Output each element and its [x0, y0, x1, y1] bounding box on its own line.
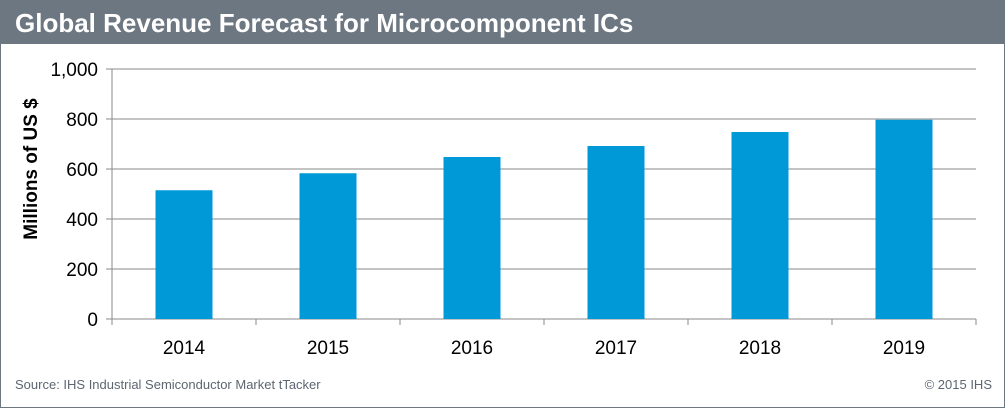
- bar-2014: [155, 190, 213, 319]
- y-tick-label: 600: [66, 160, 98, 181]
- y-tick-label: 200: [66, 260, 98, 281]
- y-tick-labels: 0 200 400 600 800 1,000: [50, 60, 98, 331]
- bars: [155, 119, 933, 319]
- y-axis-label: Millions of US $: [21, 98, 42, 240]
- chart-title: Global Revenue Forecast for Microcompone…: [15, 8, 634, 38]
- bar-2018: [731, 132, 789, 319]
- gridlines: [112, 68, 976, 270]
- x-tick-label: 2015: [307, 338, 349, 359]
- x-tick-label: 2018: [739, 338, 781, 359]
- y-tick-label: 1,000: [50, 60, 98, 81]
- y-tick-label: 0: [87, 310, 98, 331]
- copyright-note: © 2015 IHS: [924, 377, 992, 392]
- x-tick-label: 2016: [451, 338, 493, 359]
- x-tick-label: 2019: [883, 338, 925, 359]
- bar-2015: [299, 173, 357, 319]
- bar-2016: [443, 157, 501, 319]
- y-tick-label: 800: [66, 110, 98, 131]
- source-note: Source: IHS Industrial Semiconductor Mar…: [15, 377, 321, 392]
- x-tick-label: 2014: [163, 338, 206, 359]
- x-tick-label: 2017: [595, 338, 637, 359]
- bar-2017: [587, 146, 645, 319]
- axes: [106, 68, 977, 325]
- title-bar: Global Revenue Forecast for Microcompone…: [1, 1, 1004, 44]
- y-tick-label: 400: [66, 210, 98, 231]
- bar-2019: [875, 119, 933, 319]
- x-tick-labels: 2014 2015 2016 2017 2018 2019: [163, 338, 925, 359]
